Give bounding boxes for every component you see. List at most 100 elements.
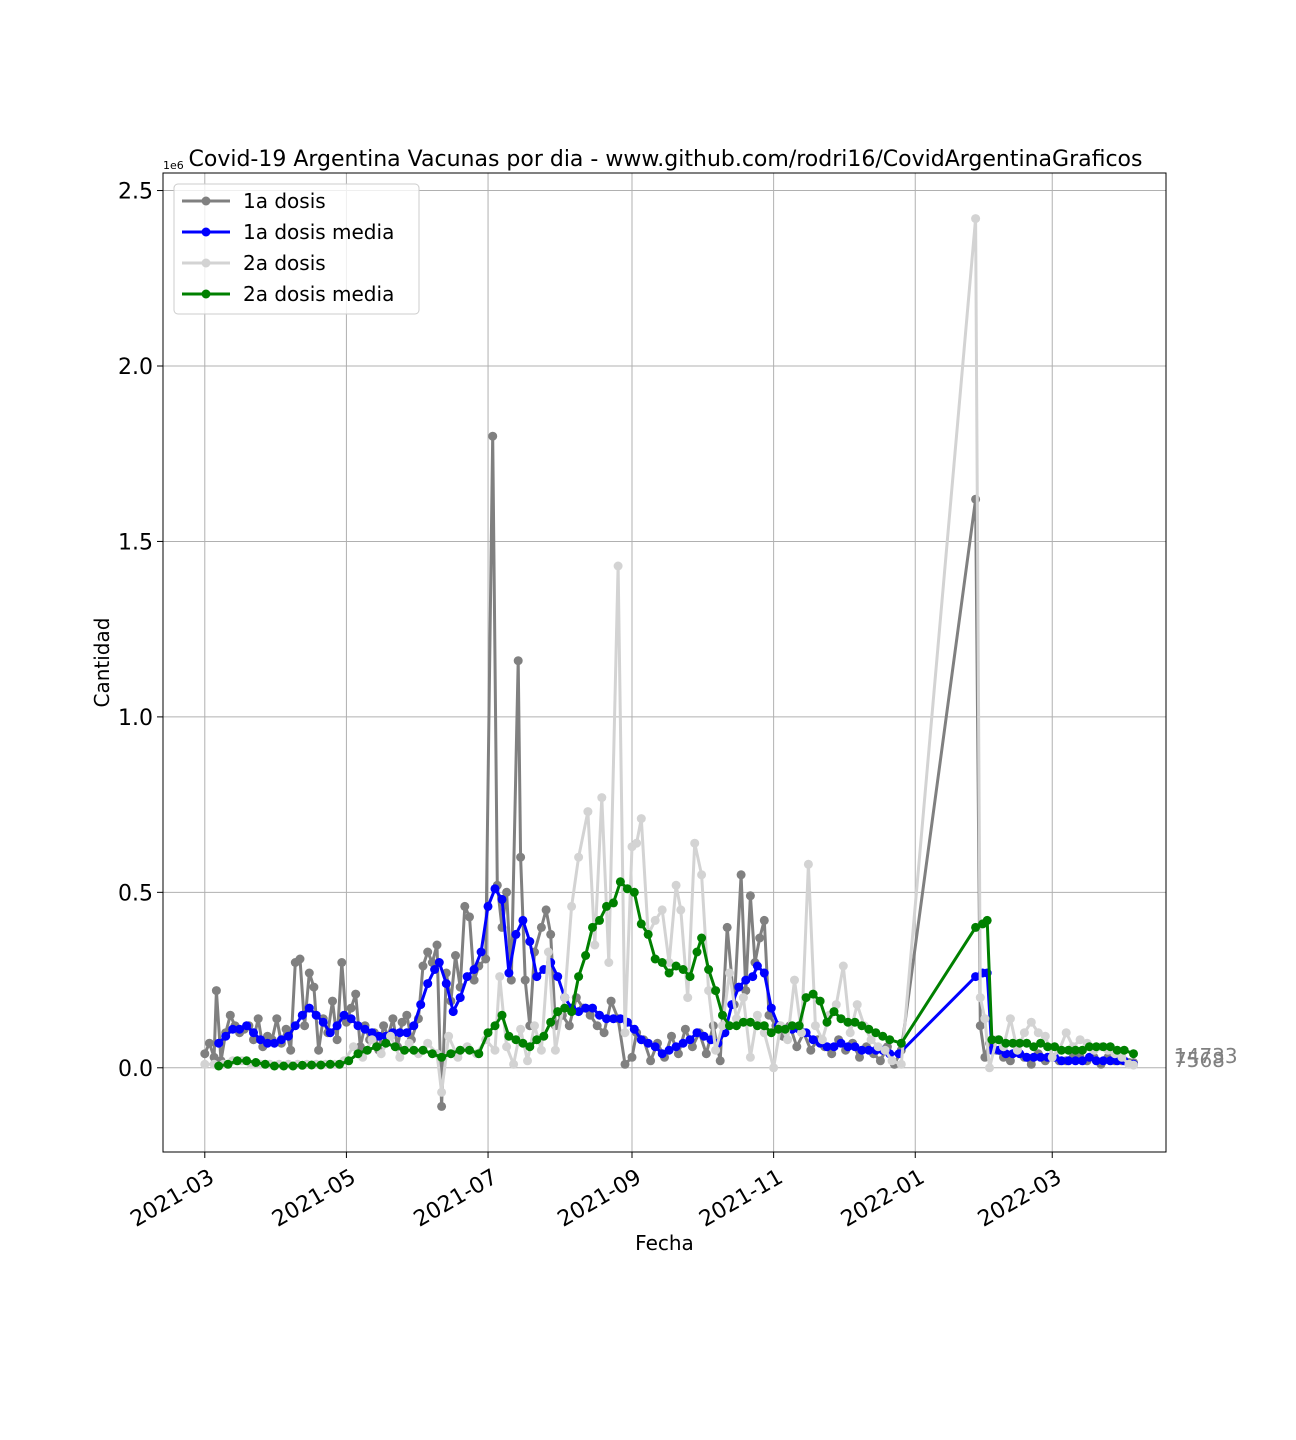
data-point <box>1022 1038 1032 1048</box>
data-point <box>1075 1035 1085 1045</box>
data-point <box>390 1042 400 1052</box>
y-tick-label: 1.5 <box>118 530 153 555</box>
data-point <box>360 1024 370 1034</box>
data-point <box>822 1017 832 1027</box>
data-point <box>497 1010 507 1020</box>
data-point <box>1105 1056 1115 1066</box>
data-point <box>397 1017 407 1027</box>
data-point <box>441 979 451 989</box>
data-point <box>523 1056 532 1066</box>
data-point <box>1019 1028 1029 1038</box>
data-point <box>722 922 732 932</box>
data-point <box>574 972 584 982</box>
data-point <box>1071 1045 1080 1055</box>
data-point <box>474 1049 484 1059</box>
data-point <box>314 1045 324 1055</box>
data-point <box>543 947 553 957</box>
data-point <box>667 1031 676 1041</box>
data-point <box>446 1049 456 1059</box>
data-point <box>325 1028 335 1038</box>
data-point <box>488 431 498 441</box>
data-point <box>615 877 625 887</box>
data-point <box>736 870 746 880</box>
data-point <box>581 951 591 960</box>
data-point <box>752 1021 762 1031</box>
data-point <box>309 982 319 992</box>
y-tick-label: 0.5 <box>118 881 153 906</box>
data-point <box>235 1024 245 1034</box>
data-point <box>502 1042 512 1052</box>
data-point <box>400 1045 409 1055</box>
data-point <box>636 919 646 929</box>
data-point <box>615 1014 625 1024</box>
data-point <box>379 1021 389 1031</box>
data-point <box>560 1003 570 1013</box>
data-point <box>827 1049 837 1059</box>
data-point <box>606 996 616 1006</box>
data-point <box>386 1031 395 1041</box>
data-point <box>657 905 667 915</box>
data-point <box>622 884 632 894</box>
data-point <box>715 1056 725 1066</box>
data-point <box>1061 1028 1071 1038</box>
legend-item: 1a dosis media <box>182 220 394 244</box>
data-point <box>525 1042 535 1052</box>
legend-label: 1a dosis <box>243 189 326 213</box>
data-point <box>704 965 714 974</box>
data-point <box>613 561 623 571</box>
data-point <box>588 922 597 932</box>
data-point <box>718 1021 727 1031</box>
data-point <box>325 1059 335 1069</box>
data-point <box>516 852 526 862</box>
data-point <box>437 1101 447 1111</box>
data-point <box>752 961 762 971</box>
data-point <box>994 1035 1004 1045</box>
data-point <box>636 1035 646 1045</box>
data-point <box>339 1010 349 1020</box>
data-point <box>1064 1045 1073 1055</box>
data-point <box>223 1059 233 1069</box>
legend-label: 2a dosis media <box>243 282 394 306</box>
end-value-label: 14733 <box>1174 1044 1238 1068</box>
data-point <box>1112 1045 1122 1055</box>
data-point <box>1105 1042 1115 1052</box>
data-point <box>664 1045 674 1055</box>
data-point <box>690 838 700 848</box>
legend-label: 1a dosis media <box>243 220 394 244</box>
data-point <box>1098 1042 1108 1052</box>
data-point <box>755 933 765 943</box>
data-point <box>803 859 813 869</box>
data-point <box>685 1035 695 1045</box>
data-point <box>725 1021 734 1031</box>
data-point <box>251 1058 261 1067</box>
data-point <box>595 915 604 925</box>
data-point <box>806 1045 816 1055</box>
data-point <box>875 1056 885 1066</box>
x-axis-title: Fecha <box>635 1231 694 1255</box>
data-point <box>843 1017 853 1027</box>
data-point <box>629 887 639 897</box>
legend-swatch-marker <box>201 289 211 299</box>
data-point <box>692 947 702 957</box>
data-point <box>532 972 542 982</box>
data-point <box>787 1021 797 1031</box>
data-point <box>462 972 472 982</box>
data-point <box>497 894 507 904</box>
data-point <box>362 1045 372 1055</box>
data-point <box>685 972 695 982</box>
data-point <box>657 1049 667 1059</box>
data-point <box>857 1045 867 1055</box>
data-point <box>214 1061 224 1071</box>
data-point <box>699 1031 709 1041</box>
data-point <box>1077 1045 1087 1055</box>
data-point <box>982 915 992 925</box>
data-point <box>971 972 981 982</box>
data-point <box>896 1059 906 1069</box>
data-point <box>1001 1049 1011 1059</box>
data-point <box>1129 1060 1138 1070</box>
data-point <box>455 1045 465 1055</box>
data-point <box>780 1024 790 1034</box>
data-point <box>1091 1056 1101 1066</box>
data-point <box>1119 1045 1129 1055</box>
